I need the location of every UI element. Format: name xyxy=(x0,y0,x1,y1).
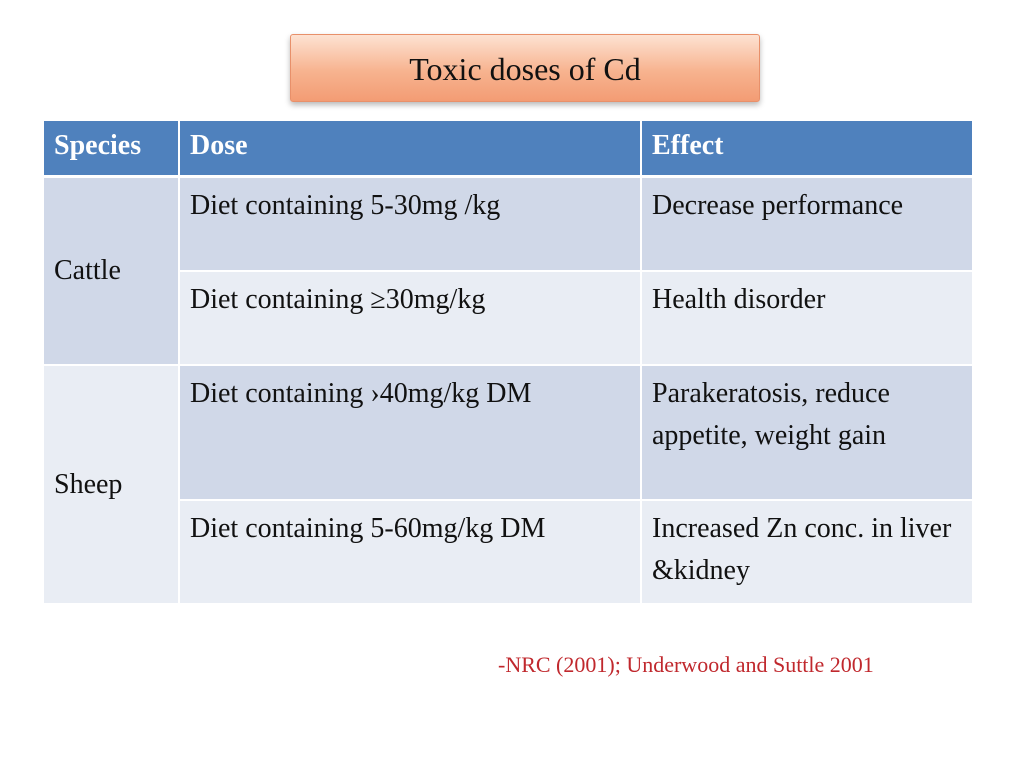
dose-cell: Diet containing 5-30mg /kg xyxy=(178,175,642,272)
species-cell-cattle: Cattle xyxy=(42,175,180,366)
effect-cell: Increased Zn conc. in liver &kidney xyxy=(640,499,974,605)
effect-cell: Parakeratosis, reduce appetite, weight g… xyxy=(640,364,974,501)
table-row: Cattle Diet containing 5-30mg /kg Decrea… xyxy=(42,175,974,366)
table-header-row: Species Dose Effect xyxy=(42,119,974,178)
effect-cell: Health disorder xyxy=(640,270,974,366)
header-effect: Effect xyxy=(640,119,974,178)
header-species: Species xyxy=(42,119,180,178)
species-cell-sheep: Sheep xyxy=(42,364,180,605)
dose-cell: Diet containing ≥30mg/kg xyxy=(178,270,642,366)
table-row: Sheep Diet containing ›40mg/kg DM Parake… xyxy=(42,364,974,605)
slide-title: Toxic doses of Cd xyxy=(290,34,760,102)
dose-cell: Diet containing ›40mg/kg DM xyxy=(178,364,642,501)
citation-text: -NRC (2001); Underwood and Suttle 2001 xyxy=(498,652,874,677)
toxic-dose-table: Species Dose Effect Cattle Diet containi… xyxy=(42,119,974,605)
dose-cell: Diet containing 5-60mg/kg DM xyxy=(178,499,642,605)
table-row: Diet containing 5-60mg/kg DM Increased Z… xyxy=(43,499,974,605)
header-dose: Dose xyxy=(178,119,642,178)
effect-cell: Decrease performance xyxy=(640,175,974,272)
table-row: Diet containing ≥30mg/kg Health disorder xyxy=(43,270,974,366)
